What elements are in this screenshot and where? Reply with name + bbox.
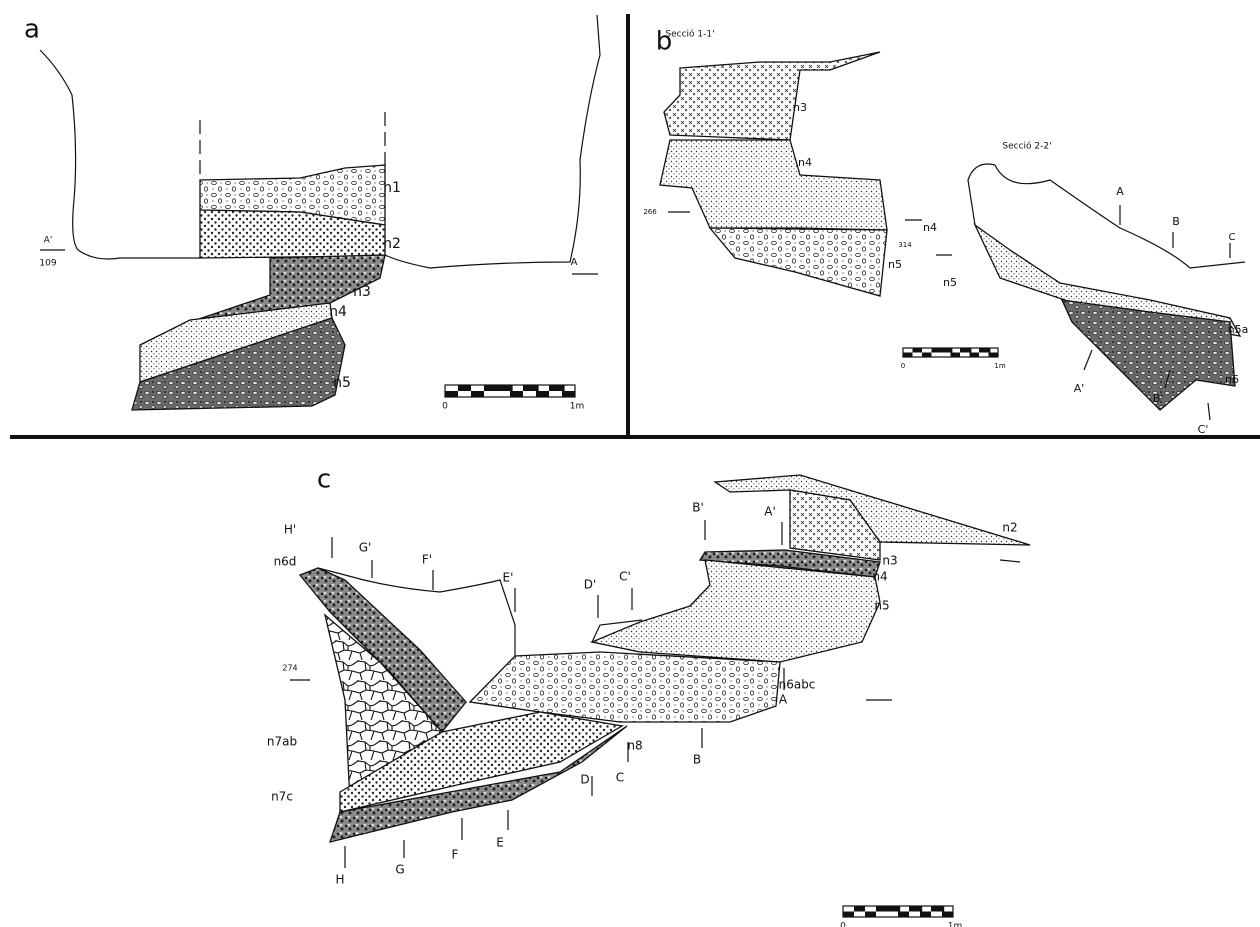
section-label: G: [395, 863, 404, 877]
scale-cell: [970, 353, 980, 358]
section-label: A: [779, 693, 788, 707]
section-label: n4: [923, 221, 937, 234]
section-label: F': [422, 553, 432, 567]
section-label: B': [1153, 392, 1164, 405]
scale-cell: [549, 385, 565, 391]
scale-label: 1m: [994, 362, 1005, 370]
section-label: n6: [1225, 373, 1239, 386]
scale-cell: [979, 348, 990, 353]
scale-cell: [942, 912, 953, 918]
section-label: B: [1172, 215, 1180, 228]
section-label: A': [1074, 382, 1085, 395]
scale-cell: [920, 912, 931, 918]
section-label: n2: [1002, 521, 1017, 535]
scale-cell: [562, 391, 575, 397]
scale-label: 0: [442, 402, 448, 412]
scale-cell: [843, 912, 854, 918]
scale-cell: [932, 348, 942, 353]
scale-label: 0: [901, 362, 905, 370]
section-label: H: [335, 873, 344, 887]
scale-cell: [484, 385, 497, 391]
section-label: n5: [874, 599, 889, 613]
section-label: B': [692, 501, 704, 515]
scale-cell: [951, 353, 961, 358]
scale-cell: [898, 912, 909, 918]
section-label: A: [571, 257, 578, 268]
section-label: n4: [798, 156, 812, 169]
section-label: C: [1229, 232, 1236, 243]
section-label: A': [44, 236, 53, 246]
scale-cell: [913, 348, 923, 353]
scale-cell: [909, 906, 922, 912]
scale-label: 1m: [948, 922, 963, 927]
scale-cell: [510, 391, 523, 397]
section-label: n8: [627, 739, 642, 753]
section-label: D': [584, 578, 597, 592]
section-label: 274: [282, 664, 297, 673]
section-label: n3: [882, 554, 897, 568]
section-label: D: [580, 773, 589, 787]
scale-label: 0: [840, 922, 846, 927]
section-label: n4: [329, 304, 347, 320]
section-label: C': [619, 570, 631, 584]
section-label: n6abc: [779, 678, 816, 692]
section-label: C: [616, 771, 624, 785]
section-label: n3: [353, 284, 371, 300]
section-label: n6d: [274, 555, 297, 569]
section-label: H': [284, 523, 296, 537]
section-label: A: [1116, 185, 1124, 198]
section-label: A': [764, 505, 776, 519]
scale-cell: [931, 906, 944, 912]
section-label: n5: [333, 375, 351, 391]
section-label: E': [503, 571, 514, 585]
section-label: 109: [39, 259, 56, 269]
section-label: C': [1198, 423, 1209, 436]
section-label: n5a: [1228, 323, 1249, 336]
scale-cell: [536, 391, 549, 397]
scale-cell: [497, 385, 513, 391]
scale-cell: [854, 906, 865, 912]
section-label: 266: [643, 208, 657, 216]
section-label: n2: [383, 236, 401, 252]
scale-cell: [903, 353, 913, 358]
section-label: Secció 1-1': [665, 29, 714, 40]
section-label: E: [496, 836, 504, 850]
scale-cell: [523, 385, 539, 391]
scale-cell: [876, 906, 887, 912]
section-label: Secció 2-2': [1002, 141, 1051, 152]
scale-cell: [445, 391, 458, 397]
panel-letter: c: [317, 465, 331, 495]
scale-cell: [887, 906, 900, 912]
section-label: n7c: [271, 790, 293, 804]
section-label: n5: [888, 258, 902, 271]
scale-cell: [458, 385, 471, 391]
section-label: n7ab: [267, 735, 297, 749]
scale-cell: [989, 353, 999, 358]
section-label: n5: [943, 276, 957, 289]
section-label: F: [452, 848, 459, 862]
figure: aA'109An1n2n3n4n501mbSecció 1-1'n3n4266n…: [0, 0, 1260, 927]
section-label: n4: [872, 570, 887, 584]
scale-cell: [471, 391, 484, 397]
section-label: B: [693, 753, 701, 767]
section-label: n3: [793, 101, 807, 114]
section-label: n1: [383, 180, 401, 196]
scale-label: 1m: [570, 402, 585, 412]
scale-cell: [922, 353, 932, 358]
section-label: 314: [898, 241, 912, 249]
section-label: G': [359, 541, 372, 555]
scale-cell: [865, 912, 876, 918]
panel-letter: a: [24, 15, 40, 45]
scale-cell: [941, 348, 952, 353]
scale-cell: [960, 348, 971, 353]
